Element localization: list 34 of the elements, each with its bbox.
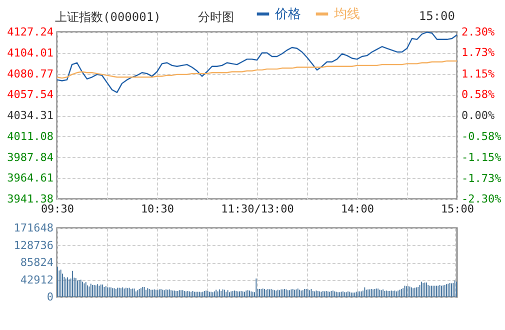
y2-tick-label: 1.15% [462,67,495,80]
y-tick-label: 42912 [20,273,54,286]
y-tick-label: 85824 [20,256,54,269]
y-tick-label: 3964.61 [7,172,54,185]
y2-tick-label: -1.15% [462,150,502,164]
y-tick-label: 4080.77 [7,67,54,80]
y-tick-label: 4057.54 [7,88,54,102]
y2-tick-label: -1.73% [462,172,502,185]
y-tick-label: 4127.24 [7,26,54,38]
y-tick-label: 0 [46,290,54,304]
legend-label: 价格 [274,7,301,22]
line-series [56,60,458,79]
y-tick-label: 4011.08 [7,130,54,143]
legend-label: 均线 [333,7,360,22]
chart-title: 上证指数(000001) [55,9,161,26]
y-tick-label: 3941.38 [7,192,54,206]
y2-tick-label: -2.30% [462,192,502,206]
y-tick-label: 128736 [14,238,54,252]
x-tick-label: 10:30 [140,202,174,216]
y-tick-label: 171648 [14,222,54,234]
y2-tick-label: 0.00% [462,109,495,122]
y2-tick-label: -0.58% [462,130,502,144]
x-tick-label: 14:00 [340,202,374,216]
y-tick-label: 3987.84 [7,150,54,164]
y-tick-label: 4034.31 [7,109,54,122]
y2-tick-label: 1.73% [462,46,495,60]
text: 15:00 [418,9,455,23]
y2-tick-label: 0.58% [462,88,495,101]
y2-tick-label: 2.30% [462,26,495,38]
chart-subtitle: 分时图 [198,9,234,26]
y-tick-label: 4104.01 [7,46,54,60]
x-tick-label: 15:00 [440,202,474,216]
x-tick-label: 09:30 [40,202,74,216]
x-tick-label: 11:30/13:00 [221,202,294,216]
